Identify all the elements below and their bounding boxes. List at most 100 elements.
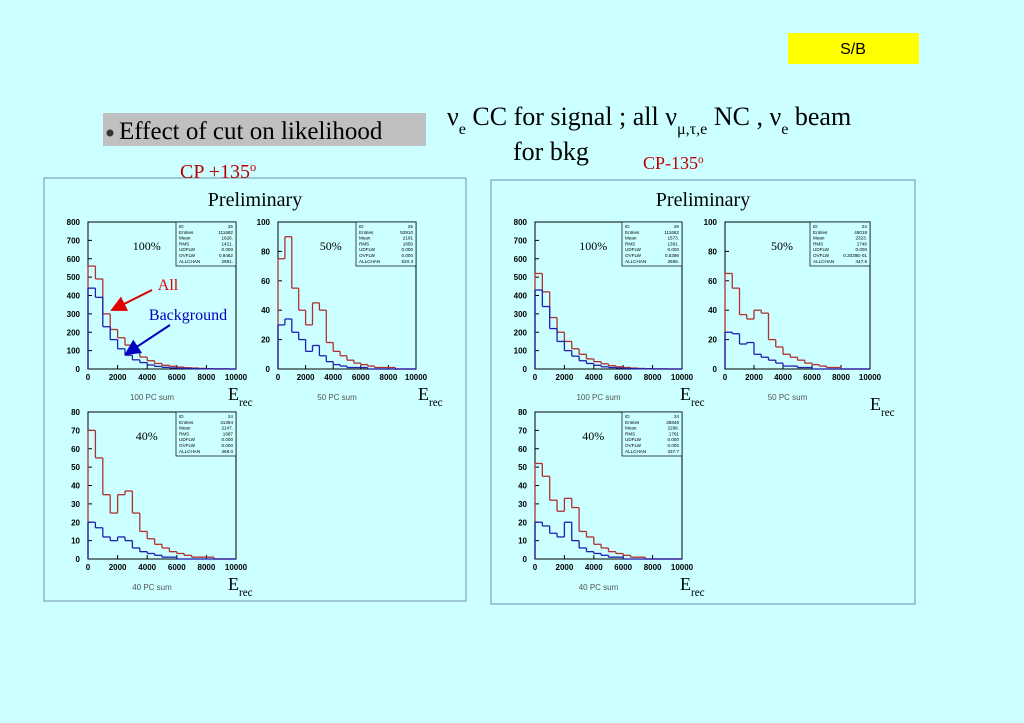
x-axis-label: 50 PC sum <box>317 393 357 402</box>
y-tick-label: 0 <box>266 365 271 374</box>
bullet-dot <box>106 129 114 137</box>
stats-label: UDFLW <box>625 247 642 252</box>
y-tick-label: 600 <box>67 255 81 264</box>
stats-label: OVFLW <box>179 253 196 258</box>
x-tick-label: 0 <box>533 563 538 572</box>
stats-value: 2101 <box>403 236 414 241</box>
y-tick-label: 300 <box>514 310 528 319</box>
stats-value: 2147. <box>222 426 234 431</box>
stats-value: 447.6 <box>856 259 868 264</box>
y-tick-label: 100 <box>704 218 718 227</box>
panel-subtitle: Preliminary <box>656 189 750 211</box>
stats-value: 1746 <box>857 241 868 246</box>
y-tick-label: 50 <box>71 463 80 472</box>
stats-label: Entries <box>813 230 828 235</box>
bullet-box <box>103 113 426 146</box>
annotation: 100% <box>133 239 161 253</box>
stats-value: 2658. <box>668 259 680 264</box>
stats-label: UDFLW <box>179 437 196 442</box>
y-tick-label: 70 <box>71 426 80 435</box>
x-tick-label: 4000 <box>774 373 792 382</box>
x-axis-label: 40 PC sum <box>579 583 619 592</box>
stats-label: RMS <box>625 431 635 436</box>
text-segment: beam <box>788 102 851 131</box>
text-segment: rec <box>881 407 895 419</box>
badge-box <box>788 33 919 64</box>
stats-box <box>175 221 237 267</box>
y-tick-label: 800 <box>514 218 528 227</box>
stats-label: Mean <box>179 236 191 241</box>
stats-label: OVFLW <box>359 253 376 258</box>
stats-value: 41394 <box>220 420 233 425</box>
text-segment: E <box>418 384 429 404</box>
stats-label: ID <box>359 224 364 229</box>
x-tick-label: 6000 <box>614 563 632 572</box>
x-tick-label: 10000 <box>859 373 882 382</box>
stats-value: 111682 <box>664 230 679 235</box>
x-tick-label: 10000 <box>225 563 248 572</box>
y-tick-label: 80 <box>518 408 527 417</box>
x-tick-label: 4000 <box>138 563 156 572</box>
y-tick-label: 10 <box>71 537 80 546</box>
stats-label: Entries <box>179 230 194 235</box>
annotation: 50% <box>320 239 342 253</box>
stats-label: ID <box>813 224 818 229</box>
text-segment: CC for signal ; all ν <box>466 102 677 131</box>
stats-value: 1421. <box>222 241 234 246</box>
x-tick-label: 8000 <box>380 373 398 382</box>
text-segment: o <box>250 160 256 174</box>
stats-label: RMS <box>179 431 189 436</box>
stats-value: 24 <box>862 224 868 229</box>
rich-text: for bkg <box>513 137 589 166</box>
text-segment: rec <box>691 397 705 409</box>
stats-value: 1656 <box>403 241 414 246</box>
y-tick-label: 20 <box>708 336 717 345</box>
stats-label: ALLCHAN <box>625 449 646 454</box>
stats-value: 0.000 <box>402 247 414 252</box>
y-tick-label: 300 <box>67 310 81 319</box>
y-tick-label: 60 <box>261 277 270 286</box>
x-tick-label: 2000 <box>556 373 574 382</box>
text-segment: rec <box>429 397 443 409</box>
annotation: 40% <box>582 429 604 443</box>
y-tick-label: 100 <box>67 347 81 356</box>
text-segment: rec <box>239 397 253 409</box>
annotation: 40% <box>136 429 158 443</box>
stats-value: 0.000 <box>222 247 234 252</box>
y-tick-label: 700 <box>514 236 528 245</box>
x-tick-label: 8000 <box>644 373 662 382</box>
rich-text: CP +135o <box>180 160 256 183</box>
badge: S/B <box>840 41 866 58</box>
bullet-text: Effect of cut on likelihood <box>119 118 383 145</box>
stats-value: 620.3 <box>402 259 414 264</box>
x-axis-label: 100 PC sum <box>130 393 174 402</box>
y-tick-label: 0 <box>523 365 528 374</box>
text-segment: E <box>680 574 691 594</box>
stats-label: ALLCHAN <box>813 259 834 264</box>
text-segment: μ,τ,e <box>677 121 707 138</box>
stats-label: Entries <box>179 420 194 425</box>
stats-label: OVFLW <box>179 443 196 448</box>
text-segment: rec <box>239 587 253 599</box>
text-segment: NC , ν <box>707 102 781 131</box>
stats-label: UDFLW <box>813 247 830 252</box>
y-tick-label: 10 <box>518 537 527 546</box>
stats-value: 337.7 <box>668 449 680 454</box>
x-axis-label: 40 PC sum <box>132 583 172 592</box>
stats-value: 2323. <box>856 236 868 241</box>
plot-area <box>724 221 871 370</box>
x-axis-label: 100 PC sum <box>576 393 620 402</box>
text-segment: E <box>228 384 239 404</box>
stats-value: 468.0 <box>222 449 234 454</box>
stats-label: UDFLW <box>625 437 642 442</box>
text-segment: E <box>228 574 239 594</box>
stats-label: ALLCHAN <box>179 449 200 454</box>
text-segment: rec <box>691 587 705 599</box>
y-tick-label: 500 <box>67 273 81 282</box>
y-tick-label: 200 <box>514 328 528 337</box>
stats-value: 0.000 <box>668 247 680 252</box>
y-tick-label: 30 <box>71 500 80 509</box>
rich-text: CP-135o <box>643 153 704 173</box>
x-tick-label: 10000 <box>671 373 694 382</box>
rich-text: Erec <box>680 384 705 409</box>
